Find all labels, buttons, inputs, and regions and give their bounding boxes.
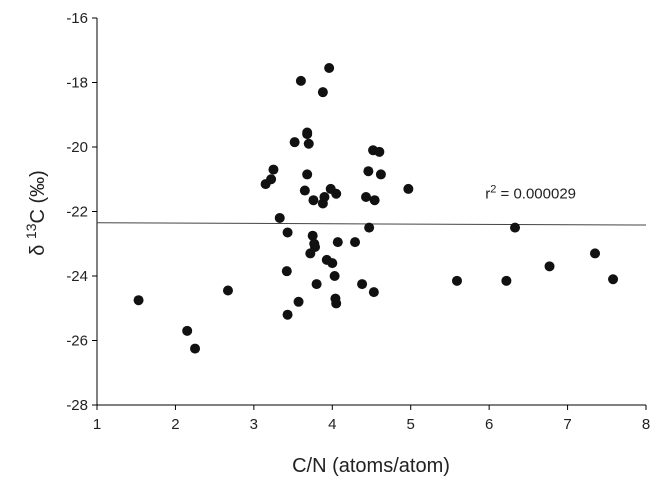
data-point [451,275,462,286]
data-point [331,188,342,199]
data-point [501,275,512,286]
y-tick-label: -16 [66,10,88,27]
data-point [222,285,233,296]
data-point [369,195,380,206]
data-point [332,237,343,248]
data-point [324,62,335,73]
data-point [190,343,201,354]
y-tick-label: -22 [66,204,88,221]
data-point [266,174,277,185]
data-point [329,271,340,281]
data-point [361,191,372,202]
data-point [311,279,322,290]
x-tick-label: 4 [328,416,336,433]
data-point [375,169,386,180]
data-point [133,295,144,306]
data-point [608,274,619,285]
data-point [590,248,601,259]
x-tick-label: 3 [250,416,258,433]
x-axis-title: C/N (atoms/atom) [292,455,450,477]
y-tick-label: -24 [66,268,88,285]
data-point [310,241,321,252]
data-point [281,266,292,277]
data-point [282,309,293,320]
data-point [303,138,314,149]
data-point [319,191,330,202]
data-point [357,279,368,290]
x-tick-label: 1 [93,416,101,433]
y-tick-label: -26 [66,333,88,350]
data-point [364,222,375,233]
data-point [299,185,310,196]
x-tick-label: 7 [563,416,571,433]
y-tick-label: -20 [66,139,88,156]
x-tick-label: 6 [485,416,493,433]
data-point [368,287,379,298]
y-tick-label: -18 [66,75,88,92]
data-point [403,183,414,194]
data-point [308,195,319,206]
data-point [289,137,300,148]
data-point [302,169,313,180]
data-point [295,75,306,86]
data-point [363,166,374,177]
x-tick-label: 5 [407,416,415,433]
data-point [317,87,328,98]
data-point [510,222,521,233]
data-point [331,298,342,309]
r-squared-annotation: r2 = 0.000029 [485,184,576,203]
data-point [302,127,313,138]
data-point [293,296,304,307]
data-point [327,258,338,269]
data-point [274,212,285,223]
data-point [374,146,385,157]
chart-axes: -16 -18 -20 -22 -24 -26 -28 1 2 3 4 5 6 7 8 [66,10,650,433]
data-point [282,227,293,238]
x-tick-label: 2 [171,416,179,433]
data-point [307,230,318,241]
data-point [268,164,279,175]
data-point [350,237,361,248]
data-points [133,62,619,354]
data-point [182,325,193,336]
y-tick-label: -28 [66,397,88,414]
y-axis-title: δ 13C (‰) [23,170,49,256]
x-tick-label: 8 [642,416,650,433]
data-point [544,261,555,272]
